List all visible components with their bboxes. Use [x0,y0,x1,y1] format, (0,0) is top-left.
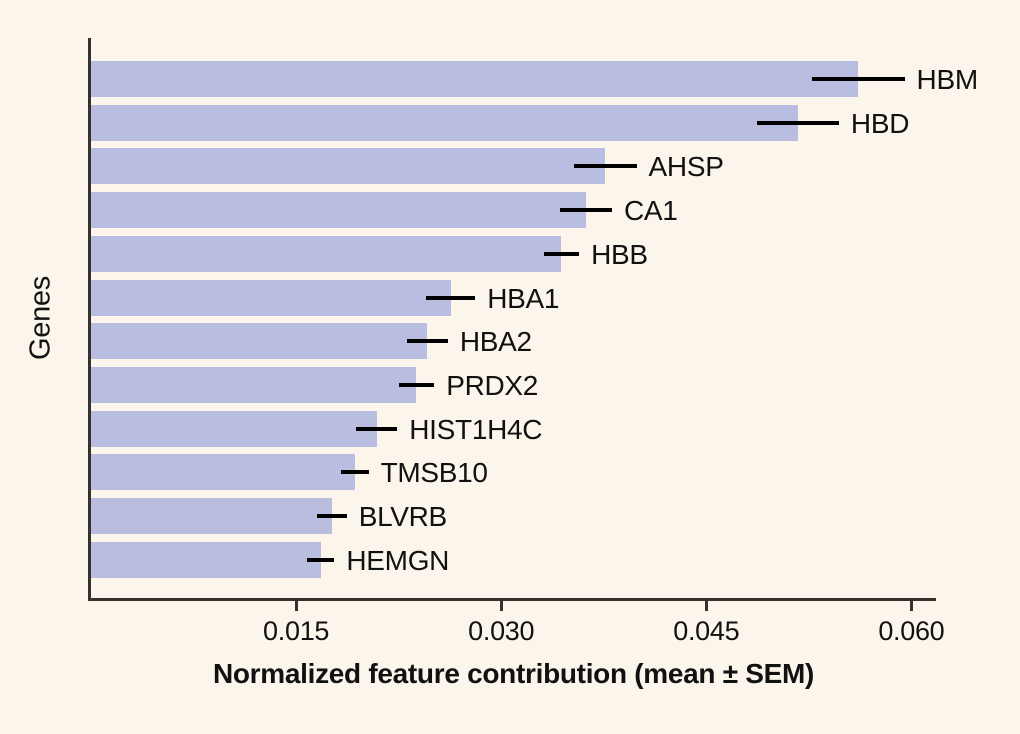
error-bar-hba1 [425,295,476,300]
x-tick-label: 0.015 [263,616,330,646]
error-bar-hba2 [406,339,448,344]
bar-prdx2 [91,366,417,403]
bar-ca1 [91,192,586,229]
x-tick [499,598,503,611]
error-bar-ca1 [559,208,612,213]
bar-label-ca1: CA1 [623,195,678,227]
bar-hbd [91,104,798,141]
bar-hbb [91,235,562,272]
bar-label-hbb: HBB [591,238,648,270]
bar-label-hba2: HBA2 [459,326,532,358]
bar-label-tmsb10: TMSB10 [380,457,488,489]
error-bar-hemgn [307,557,335,562]
error-bar-tmsb10 [341,470,369,475]
bar-ahsp [91,148,606,185]
bar-label-hbm: HBM [916,64,979,95]
bar-label-hba1: HBA1 [487,282,560,314]
bar-label-hemgn: HEMGN [346,544,450,576]
error-bar-hbd [756,120,839,125]
error-bar-hbm [811,77,905,81]
y-axis-label: Genes [24,276,57,360]
error-bar-prdx2 [398,382,435,387]
bar-hemgn [91,541,321,578]
bar-hba2 [91,323,428,360]
x-tick [294,598,298,611]
error-bar-ahsp [573,164,637,169]
x-tick-label: 0.030 [468,616,535,646]
bar-label-blvrb: BLVRB [358,501,448,532]
bar-label-prdx2: PRDX2 [446,369,539,401]
error-bar-blvrb [316,514,347,518]
bar-label-hist1h4c: HIST1H4C [409,413,543,445]
bar-hba1 [91,279,451,316]
bar-hist1h4c [91,410,377,447]
plot-area: Normalized feature contribution (mean ± … [88,38,978,689]
x-axis-label: Normalized feature contribution (mean ± … [212,658,815,689]
bar-blvrb [91,498,332,534]
x-tick-label: 0.045 [673,616,740,646]
x-tick [704,598,708,611]
bar-tmsb10 [91,454,355,491]
bar-label-ahsp: AHSP [648,151,724,183]
bar-hbm [91,61,859,97]
x-tick [909,598,913,611]
error-bar-hist1h4c [356,426,398,431]
error-bar-hbb [543,251,580,256]
x-tick-label: 0.060 [878,616,945,646]
bar-label-hbd: HBD [850,107,910,139]
